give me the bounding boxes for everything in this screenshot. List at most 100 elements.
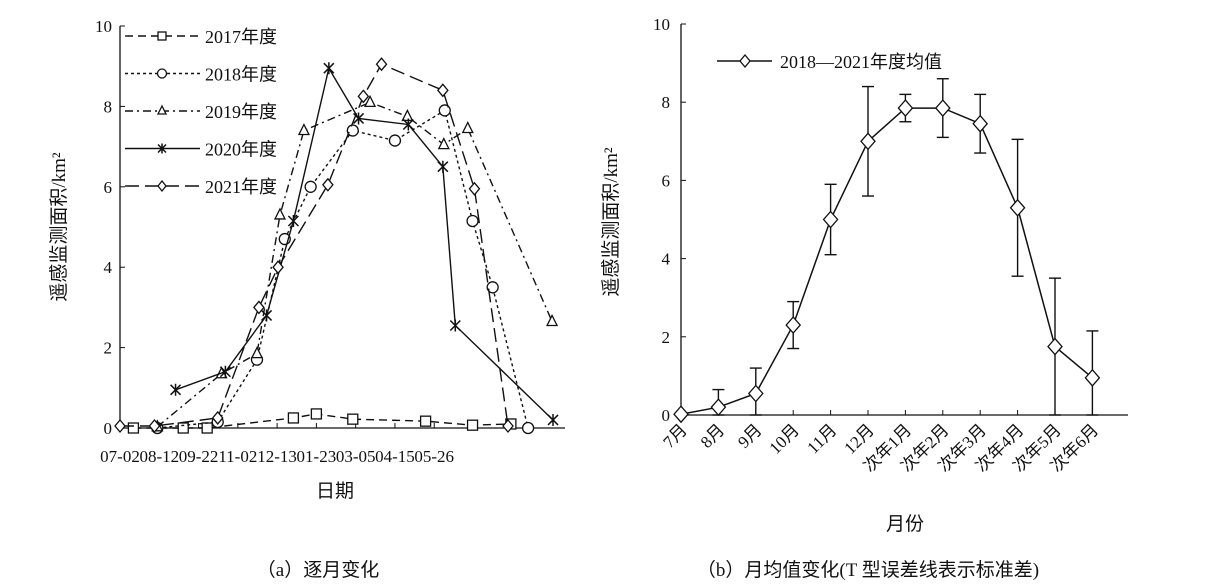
data-point-2017年度 bbox=[419, 415, 432, 427]
data-point-2019年度 bbox=[250, 346, 264, 359]
data-point-2018年度 bbox=[346, 124, 359, 137]
data-point-2019年度 bbox=[461, 121, 474, 134]
legend-label: 2020年度 bbox=[205, 140, 277, 160]
data-point-2021年度 bbox=[148, 418, 161, 434]
chart-b-ylabel: 遥感监测面积/km² bbox=[600, 147, 622, 297]
data-point-mean bbox=[1047, 337, 1063, 356]
chart-a-y-tick-label: 10 bbox=[95, 17, 112, 36]
data-point-2018年度 bbox=[438, 104, 451, 117]
chart-b-y-tick-label: 0 bbox=[662, 406, 671, 425]
data-point-2018年度 bbox=[466, 214, 479, 228]
chart-a-x-tick-label: 08-12 bbox=[139, 447, 179, 466]
legend-label: 2018—2021年度均值 bbox=[780, 52, 942, 72]
data-point-2020年度 bbox=[261, 309, 273, 322]
data-point-2019年度 bbox=[297, 123, 310, 136]
data-point-2018年度 bbox=[521, 421, 535, 435]
data-point-mean bbox=[710, 398, 727, 417]
legend-label: 2017年度 bbox=[205, 27, 277, 47]
series-line-2021年度 bbox=[120, 63, 509, 427]
chart-a-xlabel: 日期 bbox=[316, 480, 354, 502]
legend-label: 2019年度 bbox=[205, 102, 277, 122]
chart-b-y-tick-label: 10 bbox=[653, 15, 670, 34]
data-point-mean bbox=[822, 210, 839, 229]
data-point-mean bbox=[897, 99, 914, 118]
data-point-2021年度 bbox=[272, 260, 284, 275]
data-point-2021年度 bbox=[468, 181, 481, 196]
data-point-2019年度 bbox=[401, 108, 414, 122]
data-point-2020年度 bbox=[449, 319, 461, 332]
legend-marker bbox=[157, 179, 167, 193]
data-point-2021年度 bbox=[436, 83, 449, 98]
legend-label: 2018年度 bbox=[205, 65, 277, 85]
chart-a-y-tick-label: 0 bbox=[104, 419, 113, 438]
data-point-2020年度 bbox=[323, 62, 335, 75]
chart-b-x-tick-label: 7月 bbox=[659, 420, 690, 451]
data-point-2017年度 bbox=[287, 412, 300, 424]
chart-b-y-tick-label: 8 bbox=[662, 93, 671, 112]
legend-marker bbox=[157, 143, 167, 154]
chart-a-caption: （a）逐月变化 bbox=[257, 559, 379, 581]
legend-marker bbox=[739, 53, 751, 69]
legend-marker bbox=[156, 68, 168, 79]
series-line-mean bbox=[680, 107, 1093, 415]
chart-a-y-tick-label: 6 bbox=[104, 178, 113, 197]
data-point-2017年度 bbox=[201, 422, 213, 434]
legend-label: 2021年度 bbox=[205, 177, 277, 197]
legend-marker bbox=[157, 31, 167, 41]
data-point-2019年度 bbox=[437, 137, 450, 150]
chart-a-x-tick-label: 03-05 bbox=[336, 447, 376, 466]
chart-b-xlabel: 月份 bbox=[886, 513, 924, 535]
chart-a-y-tick-label: 8 bbox=[104, 97, 113, 116]
chart-a: 0 2 4 6 8 10 07-02 08-12 09-22 11-02 12-13 01-23 03-… bbox=[95, 17, 565, 466]
chart-a-x-tick-label: 04-15 bbox=[375, 447, 415, 466]
chart-b-x-tick-label: 11月 bbox=[803, 420, 840, 457]
data-point-2019年度 bbox=[546, 314, 559, 327]
data-point-mean bbox=[972, 114, 989, 133]
chart-b-caption: （b）月均值变化(T 型误差线表示标准差) bbox=[697, 559, 1039, 581]
data-point-2018年度 bbox=[486, 281, 499, 294]
chart-b-y-tick-label: 6 bbox=[662, 171, 671, 190]
series-line-2019年度 bbox=[156, 101, 553, 428]
data-point-2021年度 bbox=[114, 418, 126, 434]
chart-b-x-tick-label: 10月 bbox=[766, 420, 803, 457]
data-point-2020年度 bbox=[547, 413, 559, 426]
series-line-2020年度 bbox=[175, 66, 554, 421]
data-point-2021年度 bbox=[357, 89, 370, 104]
data-point-2020年度 bbox=[170, 383, 182, 396]
data-point-2021年度 bbox=[375, 57, 388, 72]
chart-a-y-tick-label: 4 bbox=[104, 258, 113, 277]
data-point-2019年度 bbox=[273, 207, 287, 220]
data-point-2020年度 bbox=[437, 160, 449, 173]
data-point-2021年度 bbox=[502, 418, 514, 434]
data-point-2021年度 bbox=[211, 410, 224, 425]
data-point-2017年度 bbox=[347, 413, 359, 425]
data-point-mean bbox=[673, 405, 689, 424]
data-point-mean bbox=[1084, 368, 1101, 387]
legend-marker bbox=[156, 104, 168, 115]
data-point-2019年度 bbox=[363, 94, 377, 108]
chart-a-y-tick-label: 2 bbox=[104, 339, 113, 358]
chart-a-x-tick-label: 11-02 bbox=[218, 447, 257, 466]
data-point-2020年度 bbox=[287, 214, 299, 227]
chart-b-y-tick-label: 2 bbox=[662, 328, 671, 347]
data-point-2017年度 bbox=[310, 408, 323, 420]
data-point-2021年度 bbox=[253, 300, 265, 315]
chart-a-x-tick-label: 01-23 bbox=[297, 447, 337, 466]
data-point-mean bbox=[785, 316, 802, 335]
data-point-2020年度 bbox=[402, 118, 414, 131]
chart-b-x-tick-label: 8月 bbox=[697, 420, 728, 451]
data-point-2020年度 bbox=[219, 365, 231, 378]
data-point-mean bbox=[860, 132, 876, 151]
chart-b-y-tick-label: 4 bbox=[662, 250, 671, 269]
data-point-2017年度 bbox=[466, 419, 479, 431]
data-point-2021年度 bbox=[322, 177, 334, 192]
data-point-2018年度 bbox=[388, 134, 402, 147]
chart-a-ylabel: 遥感监测面积/km² bbox=[48, 152, 70, 302]
data-point-2017年度 bbox=[177, 422, 189, 434]
data-point-2017年度 bbox=[127, 422, 140, 434]
chart-b-x-tick-label: 9月 bbox=[734, 420, 765, 451]
data-point-mean bbox=[934, 99, 951, 118]
